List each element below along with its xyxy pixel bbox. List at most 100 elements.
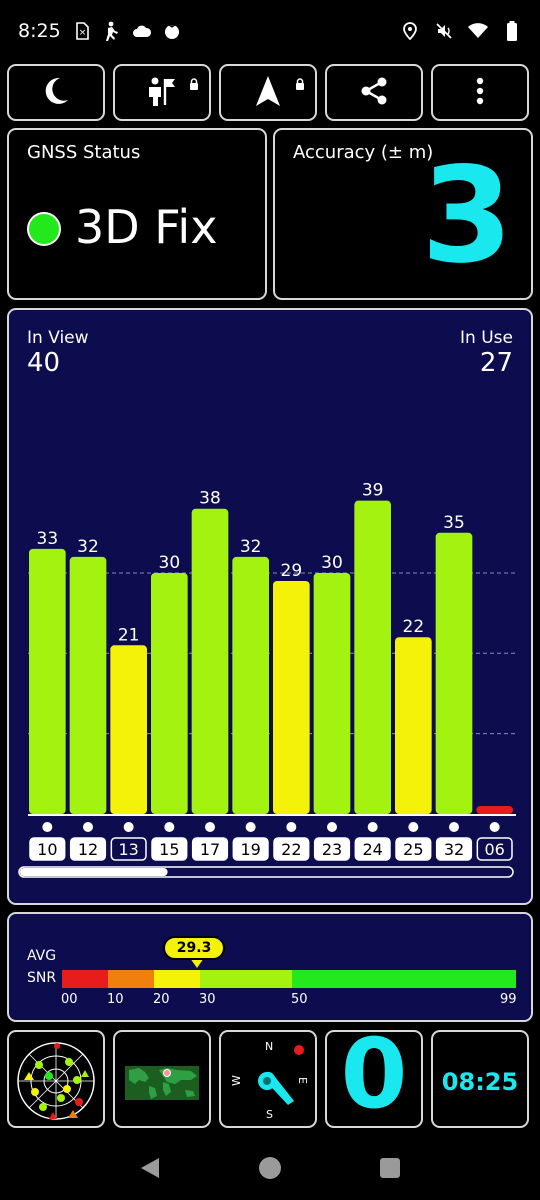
status-time: 8:25 <box>18 20 61 42</box>
hiking-icon <box>102 20 122 42</box>
used-in-fix-dot <box>42 822 53 832</box>
snr-tick-label: 99 <box>500 992 517 1007</box>
svg-text:×: × <box>79 28 87 38</box>
navigation-arrow-icon <box>255 75 281 111</box>
cloud-icon <box>132 20 152 42</box>
in-view-value: 40 <box>27 348 61 378</box>
snr-segment <box>200 970 292 988</box>
navigate-button[interactable] <box>219 64 317 121</box>
compass-south-label: S <box>266 1108 273 1121</box>
back-icon[interactable] <box>130 1148 170 1188</box>
signal-bar <box>354 500 391 814</box>
snr-segment <box>292 970 516 988</box>
used-in-fix-dot <box>367 822 378 832</box>
lock-icon <box>189 75 199 94</box>
satellite-id-box[interactable] <box>29 837 66 861</box>
satellite-id-label: 23 <box>322 840 342 859</box>
in-use-value: 27 <box>479 348 513 378</box>
accuracy-card[interactable]: Accuracy (± m) 3 <box>273 128 533 300</box>
mark-location-button[interactable] <box>113 64 211 121</box>
sim-alert-icon: × <box>72 20 92 42</box>
fix-status-text: 3D Fix <box>75 200 218 254</box>
signal-bar <box>191 508 229 814</box>
in-use-label: In Use <box>460 328 513 348</box>
clock-tile[interactable]: 08:25 <box>431 1030 529 1128</box>
satellite-id-box[interactable] <box>273 837 310 861</box>
used-in-fix-dot <box>286 822 297 832</box>
more-options-button[interactable] <box>431 64 529 121</box>
speed-tile[interactable]: 0 <box>325 1030 423 1128</box>
signal-bar <box>476 805 513 814</box>
satellite-id-label: 12 <box>78 840 98 859</box>
night-mode-button[interactable] <box>7 64 105 121</box>
share-button[interactable] <box>325 64 423 121</box>
signal-bar <box>29 548 66 814</box>
satellite-id-label: 19 <box>240 840 260 859</box>
snr-tick-label: 00 <box>61 992 78 1007</box>
person-flag-icon <box>146 75 178 111</box>
world-map-tile[interactable] <box>113 1030 211 1128</box>
satellite-id-box[interactable] <box>435 837 473 861</box>
signal-value-label: 30 <box>159 553 181 573</box>
signal-value-label: 32 <box>77 537 99 557</box>
satellite-id-label: 22 <box>281 840 301 859</box>
snr-tick-label: 30 <box>199 992 216 1007</box>
moon-icon <box>42 76 70 110</box>
clock-value: 08:25 <box>441 1068 519 1096</box>
gnss-status-card[interactable]: GNSS Status 3D Fix <box>7 128 267 300</box>
satellite-id-box[interactable] <box>232 837 269 861</box>
home-icon[interactable] <box>250 1148 290 1188</box>
satellite-id-label: 32 <box>444 840 464 859</box>
signal-value-label: 33 <box>37 529 59 549</box>
avg-snr-card[interactable]: AVG SNR 00 10 20 30 50 99 29.3 <box>7 912 533 1022</box>
sky-plot-tile[interactable] <box>7 1030 105 1128</box>
signal-value-label: 22 <box>403 617 425 637</box>
status-left-icons: × <box>72 20 182 42</box>
satellite-id-label: 13 <box>118 840 138 859</box>
used-in-fix-dot <box>327 822 337 832</box>
recents-icon[interactable] <box>370 1148 410 1188</box>
accuracy-value: 3 <box>421 139 513 293</box>
scrollbar-thumb[interactable] <box>20 868 168 876</box>
bottom-tiles: N S E W 0 08:25 <box>7 1030 533 1128</box>
satellite-id-box[interactable] <box>354 837 391 861</box>
chart-scrollbar[interactable] <box>18 866 514 878</box>
used-in-fix-dot <box>489 822 500 832</box>
tomato-icon <box>162 20 182 42</box>
sky-plot-icon <box>9 1042 103 1126</box>
signal-value-label: 32 <box>240 537 262 557</box>
used-in-fix-dot <box>83 822 93 832</box>
satellite-id-box[interactable] <box>151 837 188 861</box>
mute-icon <box>434 20 454 42</box>
signal-value-label: 35 <box>443 513 465 533</box>
snr-avg-bubble: 29.3 <box>162 936 226 960</box>
signal-bar <box>313 572 351 814</box>
snr-color-bar <box>62 970 516 988</box>
in-view-label: In View <box>27 328 89 348</box>
toolbar <box>7 64 533 121</box>
snr-tick-label: 10 <box>107 992 124 1007</box>
location-icon <box>400 20 420 42</box>
used-in-fix-dot <box>164 822 175 832</box>
satellite-id-box[interactable] <box>313 837 351 861</box>
satellite-id-box[interactable] <box>395 837 432 861</box>
satellite-id-box[interactable] <box>476 837 513 861</box>
scrollbar-track[interactable] <box>18 866 514 878</box>
satellite-id-box[interactable] <box>110 837 147 861</box>
status-bar: 8:25 × <box>0 0 540 64</box>
snr-label-snr: SNR <box>27 970 57 986</box>
signal-bar <box>273 581 310 814</box>
snr-segment <box>62 970 108 988</box>
satellite-id-box[interactable] <box>191 837 229 861</box>
more-vertical-icon <box>476 77 484 109</box>
accuracy-title: Accuracy (± m) <box>293 142 434 163</box>
compass-tile[interactable]: N S E W <box>219 1030 317 1128</box>
battery-icon <box>502 20 522 42</box>
satellite-id-box[interactable] <box>69 837 107 861</box>
navigation-bar <box>0 1136 540 1200</box>
used-in-fix-dot <box>449 822 459 832</box>
signal-bar <box>395 637 432 814</box>
signal-chart-card[interactable]: In View 40 In Use 27 33 10 32 12 21 13 30 15 38 1… <box>7 308 533 905</box>
compass-north-label: N <box>265 1040 274 1053</box>
signal-bar <box>69 556 107 814</box>
